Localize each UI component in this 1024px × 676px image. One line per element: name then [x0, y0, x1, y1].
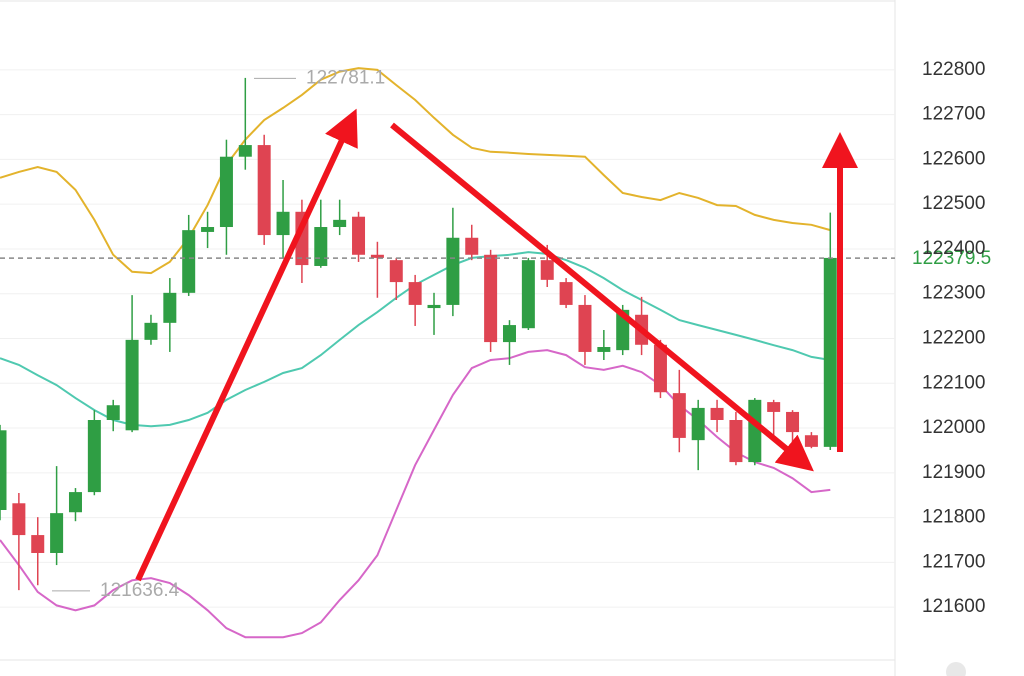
candle-body — [12, 503, 26, 536]
candle-body — [257, 145, 271, 236]
y-tick-label: 121900 — [922, 462, 985, 483]
candle-body — [823, 257, 837, 447]
candle-body — [465, 237, 479, 255]
y-tick-label: 122800 — [922, 59, 985, 80]
candle-body — [540, 260, 554, 280]
low-marker-label: 121636.4 — [100, 580, 180, 601]
y-tick-label: 122500 — [922, 193, 985, 214]
candle-body — [219, 156, 233, 228]
candle-body — [521, 260, 535, 329]
candle-body — [0, 430, 7, 510]
candle-body — [238, 145, 252, 157]
y-tick-label: 122000 — [922, 417, 985, 438]
candle-body — [182, 230, 196, 293]
candle-body — [559, 282, 573, 305]
y-tick-label: 122200 — [922, 328, 985, 349]
annotation-arrows — [135, 108, 858, 582]
candle-body — [370, 254, 384, 258]
candle-body — [50, 513, 64, 553]
candle-body — [87, 420, 101, 493]
candle-body — [484, 254, 498, 343]
y-tick-label: 121700 — [922, 551, 985, 572]
candle-body — [163, 292, 177, 323]
candle-body — [333, 219, 347, 228]
candle-body — [578, 304, 592, 352]
last-price-label: 122379.5 — [912, 248, 991, 269]
candle-body — [786, 411, 800, 433]
candle-body — [767, 402, 781, 412]
y-tick-label: 122300 — [922, 283, 985, 304]
candle-body — [389, 260, 403, 283]
last-price-tag — [900, 243, 1020, 274]
candle-body — [446, 237, 460, 305]
candle-body — [502, 325, 516, 343]
candle-body — [653, 344, 667, 393]
candle-body — [144, 322, 158, 340]
candle-body — [314, 227, 328, 266]
candle-body — [691, 407, 705, 441]
y-tick-label: 121800 — [922, 507, 985, 528]
candle-body — [427, 304, 441, 309]
candle-body — [710, 407, 724, 420]
band-line — [0, 67, 831, 275]
candle-body — [125, 339, 139, 431]
candle-body — [352, 216, 366, 255]
candle-body — [106, 405, 120, 420]
y-tick-label: 122400 — [922, 238, 985, 259]
candle-body — [276, 211, 290, 236]
y-tick-label: 122600 — [922, 148, 985, 169]
candle-body — [748, 399, 762, 463]
candle-body — [729, 420, 743, 463]
candle-body — [804, 435, 818, 447]
candle-body — [201, 227, 215, 232]
settings-icon[interactable] — [946, 662, 966, 676]
candle-body — [597, 347, 611, 352]
high-marker-label: 122781.1 — [306, 67, 385, 88]
y-tick-label: 122100 — [922, 372, 985, 393]
candle-body — [68, 492, 82, 513]
candle-body — [672, 393, 686, 438]
arrow-down — [390, 122, 814, 472]
candle-body — [408, 282, 422, 305]
candle-body — [31, 535, 45, 553]
y-tick-label: 121600 — [922, 596, 985, 617]
y-tick-label: 122700 — [922, 104, 985, 125]
arrow-up — [135, 108, 358, 582]
